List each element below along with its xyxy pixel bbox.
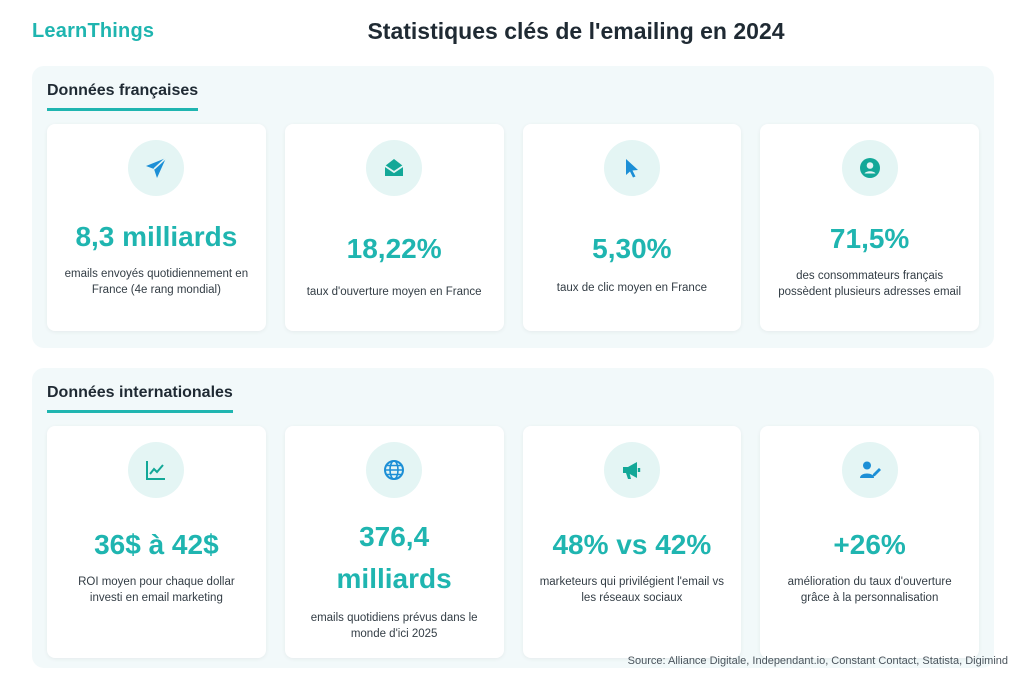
stat-card: 71,5% des consommateurs français possède…	[760, 124, 979, 331]
stat-card: 48% vs 42% marketeurs qui privilégient l…	[522, 426, 742, 658]
stat-value: +26%	[833, 529, 906, 560]
stat-card: +26% amélioration du taux d'ouverture gr…	[760, 426, 979, 658]
stat-cards: 36$ à 42$ ROI moyen pour chaque dollar i…	[47, 426, 979, 658]
section-french-data: Données françaises 8,3 milliards emails …	[32, 66, 994, 348]
page-title-text: Statistiques clés de l'emailing en 2024	[367, 18, 785, 44]
stat-card: 5,30% taux de clic moyen en France	[522, 124, 742, 331]
stat-description: emails quotidiens prévus dans le monde d…	[310, 612, 478, 640]
stat-card: 8,3 milliards emails envoyés quotidienne…	[47, 124, 266, 331]
stat-description: ROI moyen pour chaque dollar investi en …	[78, 575, 235, 604]
mouse-pointer-icon	[603, 140, 660, 196]
user-circle-icon	[841, 140, 898, 196]
stat-description: taux de clic moyen en France	[556, 281, 707, 294]
line-chart-icon	[128, 442, 185, 498]
stat-value: 71,5%	[829, 223, 910, 254]
stat-description: amélioration du taux d'ouverture grâce à…	[787, 575, 952, 604]
section-heading: Données internationales	[47, 384, 233, 413]
stat-card: 18,22% taux d'ouverture moyen en France	[284, 124, 504, 331]
stat-value: 48% vs 42%	[552, 529, 712, 560]
page-title: Statistiques clés de l'emailing en 2024	[0, 18, 1024, 45]
user-edit-icon	[841, 442, 898, 498]
brand-logo: LearnThings	[32, 20, 155, 42]
stat-cards: 8,3 milliards emails envoyés quotidienne…	[47, 124, 979, 331]
section-heading: Données françaises	[47, 82, 199, 111]
stat-value: 18,22%	[346, 233, 442, 264]
open-envelope-icon	[366, 140, 423, 196]
section-international-data: Données internationales 36$ à 42$ ROI mo…	[32, 368, 994, 668]
stat-value: 8,3 milliards	[75, 221, 238, 252]
stat-value: 36$ à 42$	[94, 529, 219, 560]
stat-description: taux d'ouverture moyen en France	[306, 285, 482, 298]
stat-description: marketeurs qui privilégient l'email vs l…	[539, 575, 725, 604]
stat-card: 376,4 milliards emails quotidiens prévus…	[284, 426, 504, 658]
stat-value: 5,30%	[592, 233, 672, 264]
stat-description: des consommateurs français possèdent plu…	[778, 269, 962, 298]
stat-card: 36$ à 42$ ROI moyen pour chaque dollar i…	[47, 426, 266, 658]
source-note: Source: Alliance Digitale, Independant.i…	[627, 655, 1008, 667]
paper-plane-icon	[128, 140, 185, 196]
megaphone-icon	[603, 442, 660, 498]
stat-description: emails envoyés quotidiennement en France…	[64, 267, 249, 296]
stat-value: 376,4 milliards	[336, 521, 452, 594]
globe-icon	[366, 442, 423, 498]
